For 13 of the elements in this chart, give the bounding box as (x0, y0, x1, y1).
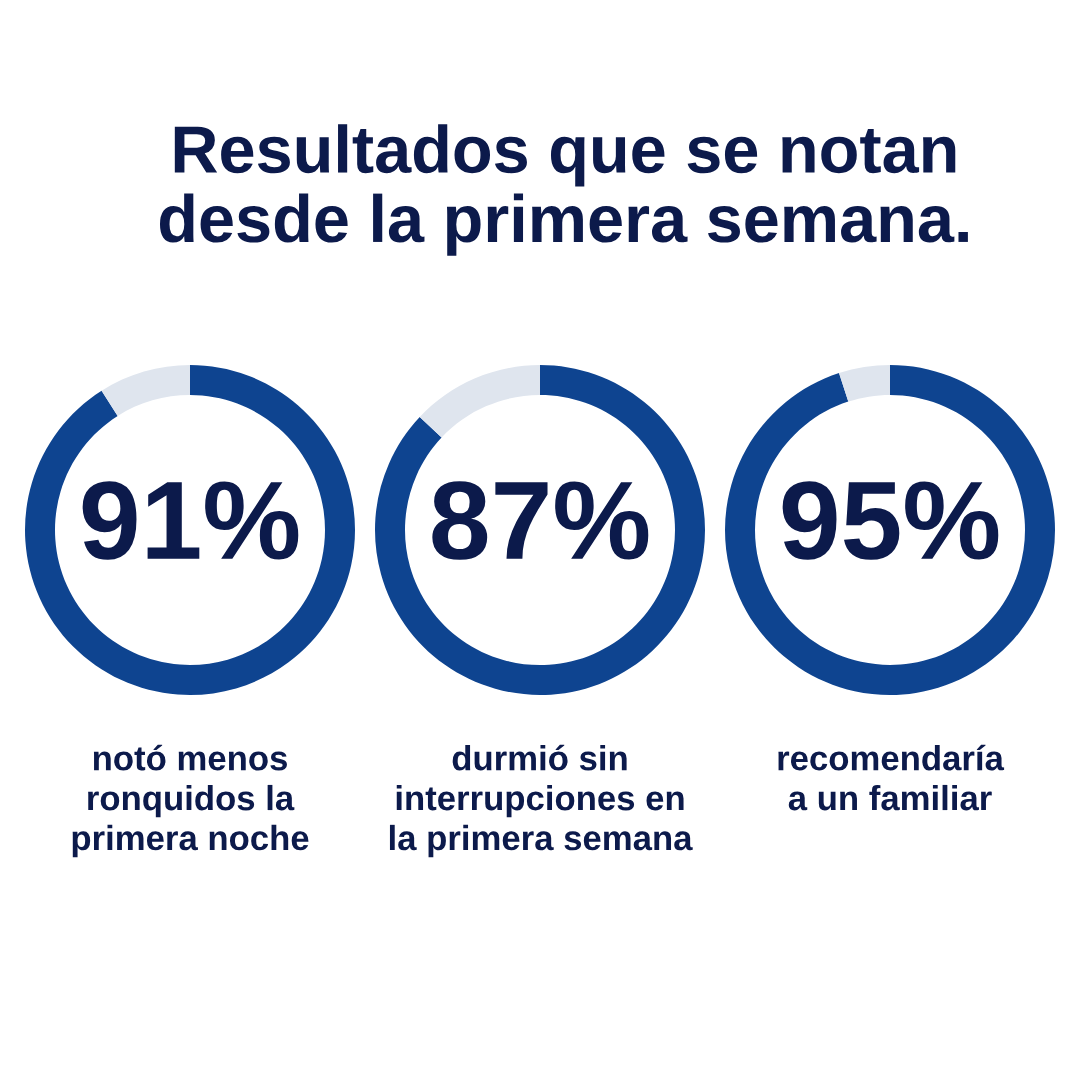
text: notó menos ronquidos la primera noche (72, 744, 309, 858)
data-label: 87% (432, 481, 649, 560)
donut-slice (839, 365, 890, 402)
text: recomendaría a un familiar (778, 744, 1005, 811)
text: Resultados que se notan desde la primera semana. (159, 124, 968, 256)
text: durmió sin interrupciones en la primera semana (389, 744, 693, 858)
donut-slice (101, 365, 190, 417)
donut-slice (375, 365, 705, 695)
data-label: 91% (82, 481, 299, 560)
donut-slice (25, 365, 355, 695)
donut-slice (725, 365, 1055, 695)
data-label: 95% (782, 481, 999, 560)
donut-slice (419, 365, 540, 438)
